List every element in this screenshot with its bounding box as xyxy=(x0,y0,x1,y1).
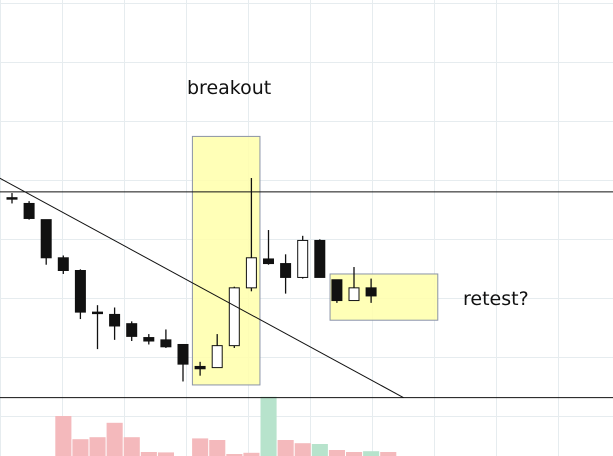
candle xyxy=(92,305,103,350)
candle-body xyxy=(348,287,360,302)
candle-body xyxy=(40,219,52,259)
candle-body xyxy=(109,313,121,327)
candle-body xyxy=(365,287,377,297)
candle xyxy=(331,279,343,303)
candle-body xyxy=(194,365,206,370)
candle-body xyxy=(57,257,69,271)
candle-body xyxy=(211,345,223,369)
candle-body xyxy=(314,239,326,278)
candle xyxy=(314,239,326,278)
candle xyxy=(57,255,69,274)
candle-body xyxy=(143,337,155,342)
volume-bar xyxy=(226,454,243,456)
candle xyxy=(143,334,155,345)
volume-bar xyxy=(380,452,397,456)
candle xyxy=(160,329,172,348)
candle-body xyxy=(126,323,138,337)
candle-body xyxy=(228,287,240,347)
candle xyxy=(297,235,309,279)
volume-bar xyxy=(72,439,89,456)
candle-body xyxy=(74,270,86,313)
volume-bar xyxy=(140,452,157,456)
volume-bar xyxy=(123,437,140,456)
volume-bar xyxy=(260,396,277,456)
retest-zone xyxy=(329,273,439,321)
trendline xyxy=(0,177,404,399)
candle xyxy=(365,278,377,303)
candle-body xyxy=(92,311,103,315)
candle xyxy=(194,361,206,376)
candle-body xyxy=(177,343,189,365)
volume-bar xyxy=(311,444,328,456)
candles xyxy=(6,178,377,382)
volume-bar xyxy=(277,440,294,456)
volume-bar xyxy=(209,440,226,456)
candle xyxy=(23,201,35,220)
candle xyxy=(109,307,121,340)
candle xyxy=(6,193,18,204)
volume-bar xyxy=(346,452,363,456)
candle-body xyxy=(280,263,292,278)
volume-bar xyxy=(157,452,174,456)
candle-body xyxy=(331,279,343,302)
annotation-breakout: breakout xyxy=(187,77,271,99)
volume-bar xyxy=(55,416,72,456)
volume-bars xyxy=(55,396,397,456)
volume-bar xyxy=(192,438,209,456)
candle xyxy=(40,219,52,265)
candle-body xyxy=(297,239,309,278)
candle-body xyxy=(23,202,35,219)
volume-bar xyxy=(106,422,123,456)
candle-body xyxy=(6,197,18,200)
candle xyxy=(228,286,240,348)
candle xyxy=(211,334,223,369)
candle xyxy=(280,254,292,294)
volume-bar xyxy=(294,443,311,456)
candle-body xyxy=(160,339,172,348)
volume-bar xyxy=(243,452,260,456)
candle xyxy=(177,343,189,382)
candle xyxy=(74,269,86,320)
candle xyxy=(245,178,257,292)
volume-bar xyxy=(363,451,380,456)
candle-body xyxy=(245,257,257,289)
candle xyxy=(263,230,274,265)
volume-bar xyxy=(89,437,106,456)
annotation-retest: retest? xyxy=(463,288,529,310)
volume-bar xyxy=(328,450,345,456)
candle-body xyxy=(263,258,274,265)
candle xyxy=(348,267,360,302)
candle xyxy=(126,321,138,342)
drawn-lines xyxy=(0,177,613,399)
